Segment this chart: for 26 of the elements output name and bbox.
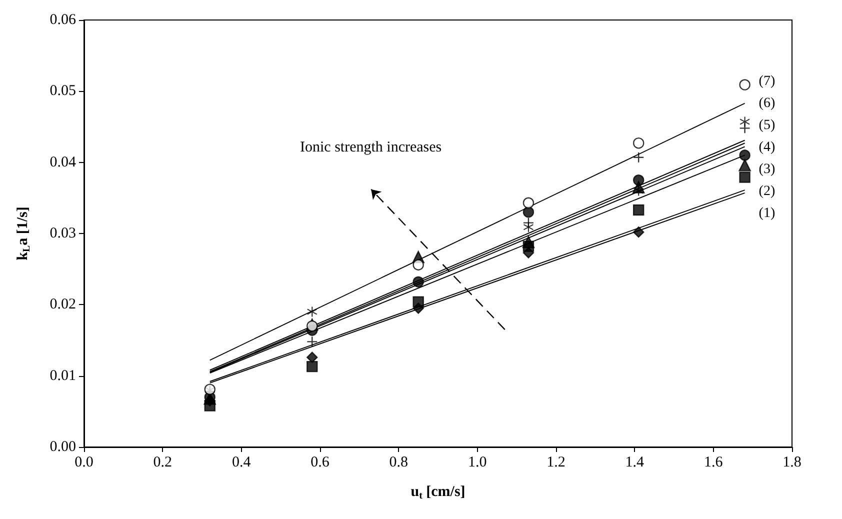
x-tick-label: 0.8 xyxy=(389,454,408,470)
x-tick-label: 1.4 xyxy=(625,454,645,470)
x-tick-label: 0.4 xyxy=(232,454,252,470)
y-tick-label: 0.01 xyxy=(50,368,76,384)
x-tick-label: 0.6 xyxy=(310,454,330,470)
annotation: Ionic strength increases xyxy=(300,140,442,156)
text: (6) xyxy=(758,96,776,111)
series-label: (5) xyxy=(758,118,776,133)
y-tick-label: 0.04 xyxy=(50,154,76,170)
series-label: (2) xyxy=(758,184,776,199)
series-label: (1) xyxy=(758,206,776,221)
x-tick-label: 1.8 xyxy=(782,454,802,470)
y-tick-label: 0.02 xyxy=(50,296,76,313)
series-label: (4) xyxy=(758,140,776,155)
series-label: (7) xyxy=(758,74,776,89)
y-axis-title: kLa [1/s] xyxy=(15,206,32,260)
y-tick-label: 0.05 xyxy=(50,83,76,100)
y-tick-label: 0.03 xyxy=(50,226,76,242)
x-tick-label: 0.0 xyxy=(74,454,94,470)
series-label: (3) xyxy=(758,162,776,177)
x-tick-label: 0.2 xyxy=(153,454,172,470)
x-tick-label: 1.2 xyxy=(546,454,566,470)
y-tick-label: 0.00 xyxy=(50,439,76,455)
y-tick-label: 0.06 xyxy=(50,12,76,28)
x-tick-label: 1.0 xyxy=(468,454,487,470)
x-tick-label: 1.6 xyxy=(704,454,724,470)
